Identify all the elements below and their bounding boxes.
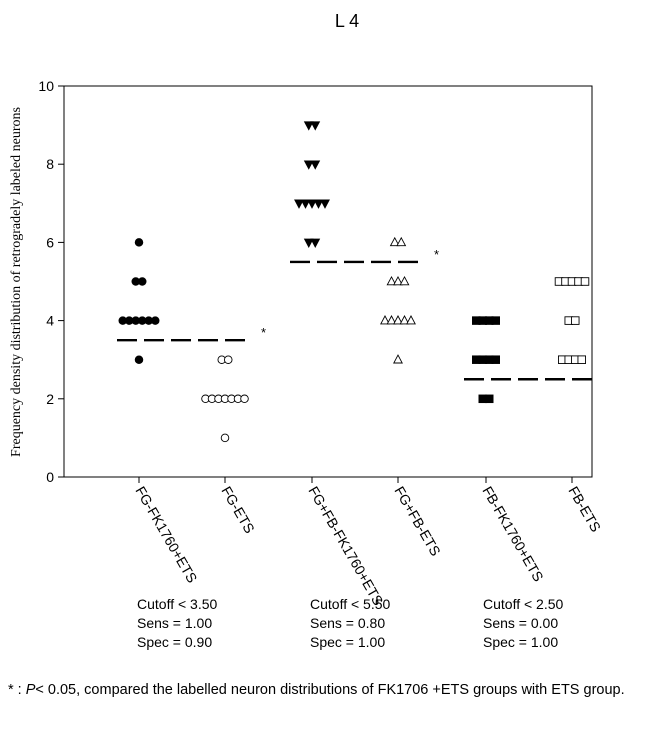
cutoff-stats: Cutoff < 3.50 Sens = 1.00 Spec = 0.90 Cutof… [137, 596, 564, 650]
y-tick-label: 10 [38, 78, 54, 94]
x-tick-label-fg-fb-ets: FG+FB-ETS [391, 484, 444, 559]
data-point [399, 315, 410, 325]
cutoff-stat-line: Sens = 1.00 [137, 615, 212, 631]
data-point [386, 315, 397, 325]
data-point [313, 199, 324, 209]
significance-marker: * [434, 247, 439, 262]
data-point [150, 316, 160, 325]
data-point [389, 236, 400, 247]
cutoff-stat-line: Cutoff < 3.50 [137, 596, 218, 612]
data-point [137, 277, 147, 286]
y-axis-label: Frequency density distribution of retrog… [9, 107, 24, 457]
cutoff-lines: ** [117, 247, 594, 381]
data-points [118, 121, 590, 443]
data-point [134, 238, 144, 247]
data-point [303, 238, 314, 248]
x-tick-label-fg-fk1760-ets: FG-FK1760+ETS [132, 484, 200, 586]
data-point [396, 236, 407, 247]
data-point [303, 160, 314, 170]
data-point [310, 238, 321, 248]
footnote-p-symbol: P [25, 682, 36, 698]
x-tick-label-fg-ets: FG-ETS [218, 484, 258, 536]
data-point [220, 433, 230, 443]
data-point [240, 394, 249, 404]
y-tick-label: 6 [46, 234, 54, 250]
cutoff-stat-line: Sens = 0.00 [483, 615, 558, 631]
y-axis: 0 2 4 6 8 10 [38, 78, 64, 485]
data-point [571, 316, 580, 325]
data-point [399, 275, 410, 286]
data-point [386, 275, 397, 286]
cutoff-stat-line: Spec = 1.00 [310, 634, 385, 650]
plot-frame [63, 85, 593, 478]
footnote-text: < 0.05, compared the labelled neuron dis… [35, 682, 625, 698]
data-point [310, 160, 321, 170]
cutoff-stat-line: Cutoff < 2.50 [483, 596, 564, 612]
data-point [393, 275, 403, 286]
data-point [580, 277, 590, 286]
x-axis: FG-FK1760+ETS FG-ETS FG+FB-FK1760+ETS FG+FB… [132, 477, 604, 608]
x-tick-label-fg-fb-fk1760-ets: FG+FB-FK1760+ETS [305, 484, 386, 609]
y-tick-label: 8 [46, 156, 54, 172]
significance-marker: * [261, 325, 266, 340]
y-tick-label: 2 [46, 391, 54, 407]
data-point [134, 355, 144, 364]
data-point [223, 355, 233, 364]
data-point [310, 121, 321, 131]
data-point [577, 355, 587, 364]
chart-title: L 4 [335, 11, 359, 31]
cutoff-stat-line: Spec = 0.90 [137, 634, 212, 650]
y-tick-label: 0 [46, 469, 54, 485]
data-point [380, 315, 390, 325]
data-point [406, 315, 416, 325]
x-tick-label-fb-ets: FB-ETS [565, 484, 604, 535]
cutoff-stat-line: Cutoff < 5.50 [310, 596, 391, 612]
data-point [485, 394, 494, 404]
data-point [303, 121, 314, 131]
data-point [307, 199, 317, 209]
cutoff-stat-line: Spec = 1.00 [483, 634, 558, 650]
data-point [320, 199, 330, 209]
footnote: * : P< 0.05, compared the labelled neuro… [8, 678, 644, 703]
data-point [491, 355, 501, 364]
data-point [294, 199, 304, 209]
data-point [393, 354, 403, 364]
scatter-chart: L 4 Frequency density distribution of re… [9, 11, 604, 650]
data-point [300, 199, 311, 209]
data-point [393, 315, 403, 325]
x-tick-label-fb-fk1760-ets: FB-FK1760+ETS [479, 484, 546, 585]
data-point [491, 316, 501, 325]
footnote-prefix: * : [8, 682, 26, 698]
y-tick-label: 4 [46, 313, 54, 329]
cutoff-stat-line: Sens = 0.80 [310, 615, 385, 631]
